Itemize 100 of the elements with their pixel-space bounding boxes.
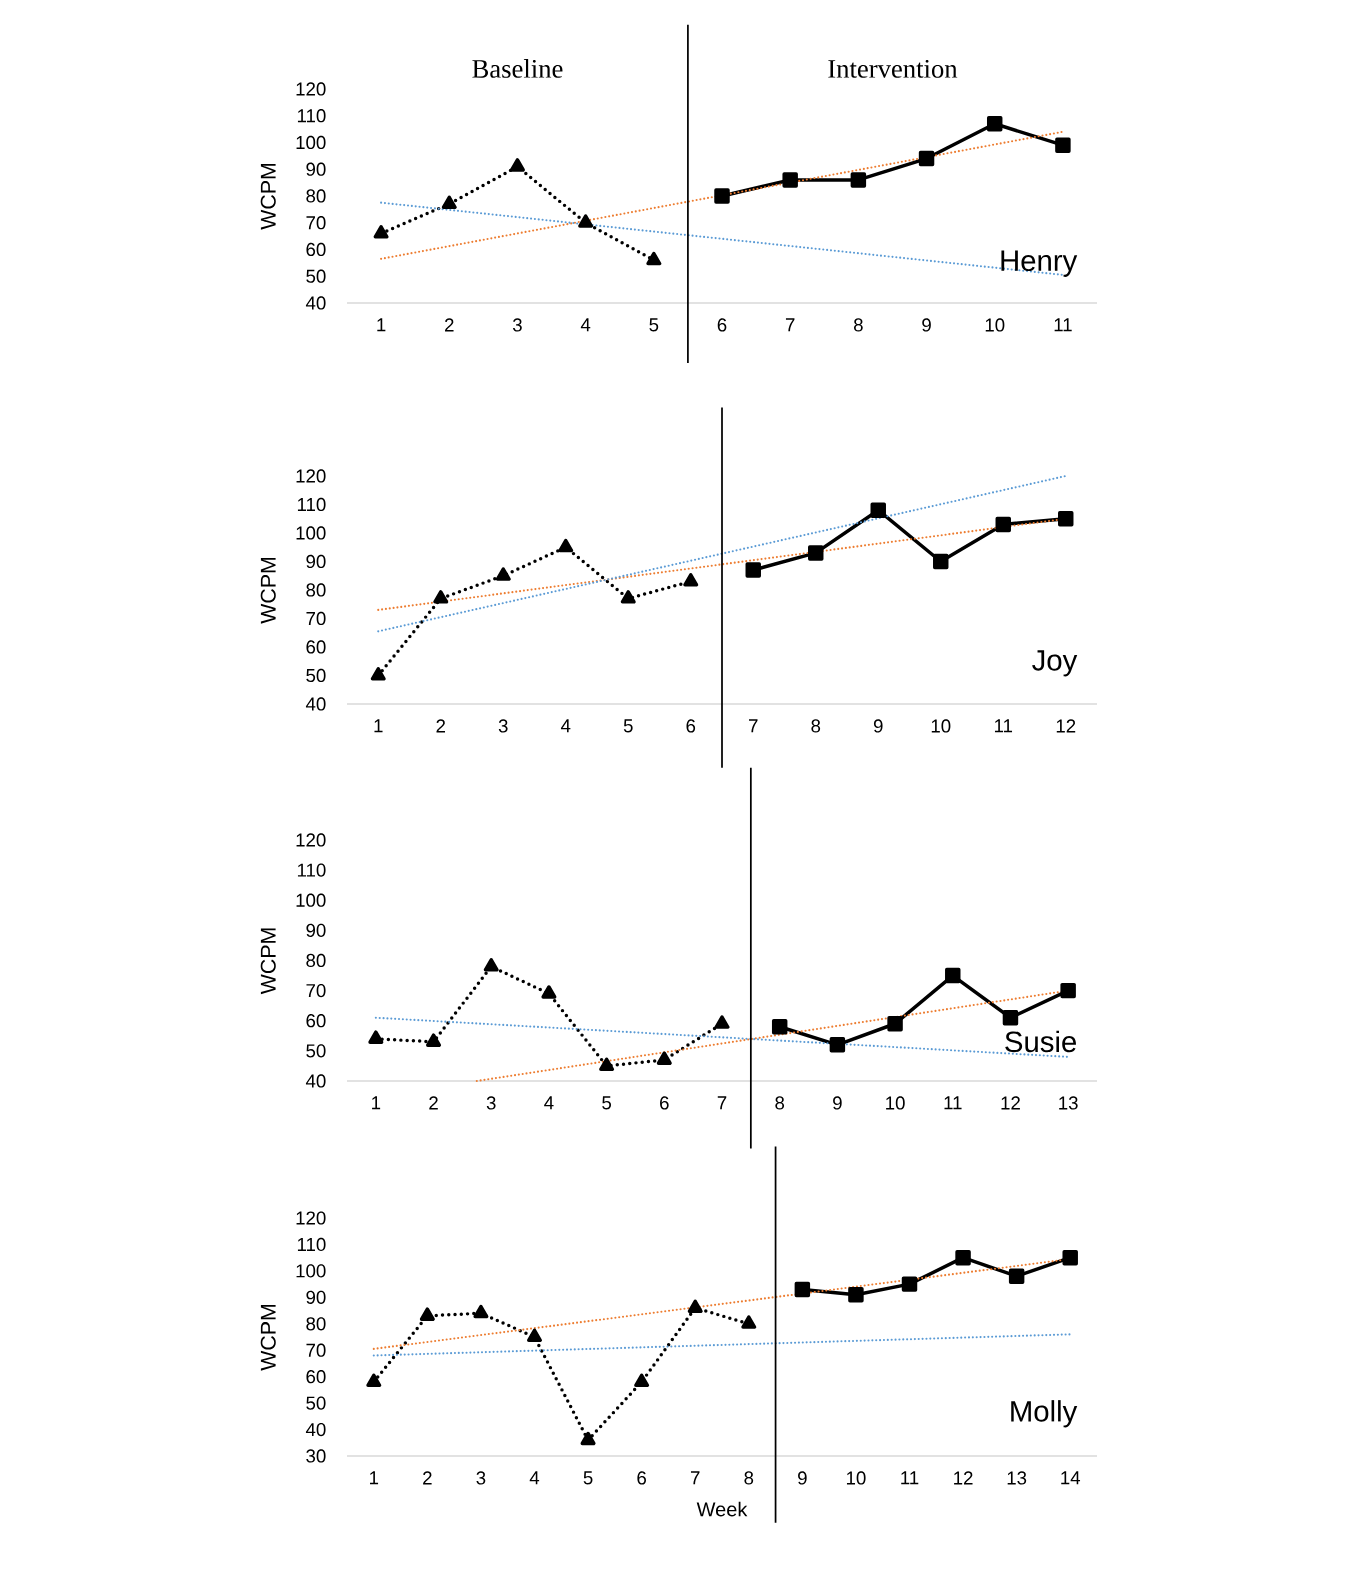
x-tick-label: 10 bbox=[846, 1471, 866, 1485]
point bbox=[714, 188, 730, 204]
x-tick-label: 6 bbox=[717, 318, 727, 332]
y-tick-label: 40 bbox=[305, 296, 326, 310]
point bbox=[808, 545, 824, 561]
point bbox=[656, 1051, 672, 1065]
x-tick-label: 12 bbox=[1056, 719, 1076, 733]
x-tick-label: 1 bbox=[372, 1096, 381, 1110]
x-tick-label: 8 bbox=[811, 719, 821, 733]
x-tick-label: 13 bbox=[1007, 1471, 1027, 1485]
point bbox=[419, 1307, 435, 1321]
y-axis-title: WCPM bbox=[260, 1304, 276, 1371]
x-tick-label: 1 bbox=[370, 1471, 379, 1485]
y-tick-label: 110 bbox=[297, 497, 326, 512]
y-tick-label: 100 bbox=[296, 1264, 326, 1278]
point bbox=[1002, 1009, 1019, 1026]
point bbox=[683, 573, 699, 587]
y-tick-label: 90 bbox=[306, 1290, 326, 1304]
x-tick-label: 10 bbox=[886, 1096, 905, 1110]
x-tick-label: 5 bbox=[649, 318, 659, 332]
x-tick-label: 12 bbox=[1001, 1096, 1020, 1110]
x-tick-label: 7 bbox=[749, 719, 758, 733]
point bbox=[483, 958, 499, 972]
x-tick-label: 2 bbox=[429, 1096, 438, 1110]
x-tick-label: 3 bbox=[498, 719, 508, 733]
y-tick-label: 40 bbox=[305, 1074, 326, 1088]
y-tick-label: 80 bbox=[306, 583, 326, 597]
y-tick-label: 80 bbox=[306, 189, 326, 203]
x-tick-label: 6 bbox=[686, 719, 696, 733]
point bbox=[578, 214, 594, 228]
x-tick-label: 9 bbox=[922, 318, 931, 332]
point bbox=[829, 1037, 846, 1053]
x-tick-label: 3 bbox=[512, 318, 522, 332]
y-tick-label: 120 bbox=[296, 1211, 326, 1225]
y-axis-title: WCPM bbox=[260, 163, 276, 230]
point bbox=[794, 1281, 811, 1298]
x-tick-label: 10 bbox=[985, 318, 1005, 332]
point bbox=[541, 985, 557, 999]
x-tick-label: 11 bbox=[901, 1471, 919, 1485]
y-tick-label: 80 bbox=[306, 1317, 326, 1331]
point bbox=[901, 1276, 918, 1292]
y-tick-label: 40 bbox=[305, 1422, 326, 1437]
x-tick-label: 5 bbox=[583, 1471, 593, 1485]
point bbox=[995, 516, 1011, 533]
y-tick-label: 110 bbox=[297, 109, 326, 123]
x-axis-title: Week bbox=[696, 1501, 748, 1517]
y-tick-label: 60 bbox=[306, 640, 326, 654]
y-tick-label: 100 bbox=[296, 893, 326, 907]
x-tick-label: 11 bbox=[994, 719, 1013, 733]
point bbox=[918, 150, 935, 167]
point bbox=[745, 562, 761, 578]
y-tick-label: 70 bbox=[306, 611, 326, 626]
point bbox=[741, 1315, 757, 1329]
point bbox=[848, 1286, 864, 1303]
point bbox=[945, 967, 961, 984]
x-tick-label: 9 bbox=[873, 719, 883, 733]
point bbox=[955, 1249, 971, 1266]
annotation: Molly bbox=[1011, 1400, 1078, 1428]
y-tick-label: 110 bbox=[297, 863, 326, 877]
x-tick-label: 8 bbox=[775, 1096, 785, 1110]
y-tick-label: 50 bbox=[306, 668, 326, 683]
point bbox=[433, 590, 449, 604]
x-tick-label: 7 bbox=[785, 318, 795, 332]
x-tick-label: 11 bbox=[944, 1096, 962, 1110]
y-tick-label: 100 bbox=[296, 135, 326, 150]
point bbox=[620, 590, 636, 604]
y-tick-label: 90 bbox=[306, 554, 326, 569]
point bbox=[426, 1033, 442, 1047]
y-tick-label: 110 bbox=[297, 1237, 326, 1252]
x-tick-label: 9 bbox=[798, 1471, 807, 1485]
x-tick-label: 3 bbox=[486, 1096, 496, 1110]
x-tick-label: 10 bbox=[931, 719, 951, 733]
y-tick-label: 120 bbox=[296, 833, 326, 847]
y-tick-label: 120 bbox=[296, 82, 326, 96]
x-tick-label: 4 bbox=[544, 1096, 554, 1110]
annotation: Susie bbox=[1005, 1030, 1076, 1053]
y-tick-label: 60 bbox=[306, 1370, 326, 1384]
x-tick-label: 1 bbox=[374, 719, 383, 733]
x-tick-label: 9 bbox=[833, 1096, 842, 1110]
point bbox=[580, 1431, 596, 1446]
y-tick-label: 70 bbox=[306, 984, 326, 998]
point bbox=[850, 172, 867, 188]
point bbox=[558, 538, 574, 553]
point bbox=[495, 567, 511, 581]
x-tick-label: 3 bbox=[476, 1471, 486, 1485]
point bbox=[441, 195, 457, 210]
x-tick-label: 4 bbox=[560, 719, 571, 733]
y-tick-label: 50 bbox=[306, 1396, 326, 1410]
y-tick-label: 70 bbox=[306, 216, 326, 230]
x-tick-label: 6 bbox=[660, 1096, 669, 1110]
point bbox=[687, 1299, 703, 1313]
point bbox=[368, 1030, 384, 1044]
y-tick-label: 50 bbox=[306, 269, 326, 283]
point bbox=[1058, 511, 1074, 527]
x-tick-label: 4 bbox=[529, 1471, 540, 1485]
point bbox=[1055, 137, 1071, 153]
y-axis-title: WCPM bbox=[260, 928, 276, 995]
x-tick-label: 5 bbox=[602, 1096, 612, 1110]
y-tick-label: 70 bbox=[306, 1343, 326, 1357]
point bbox=[646, 251, 662, 266]
